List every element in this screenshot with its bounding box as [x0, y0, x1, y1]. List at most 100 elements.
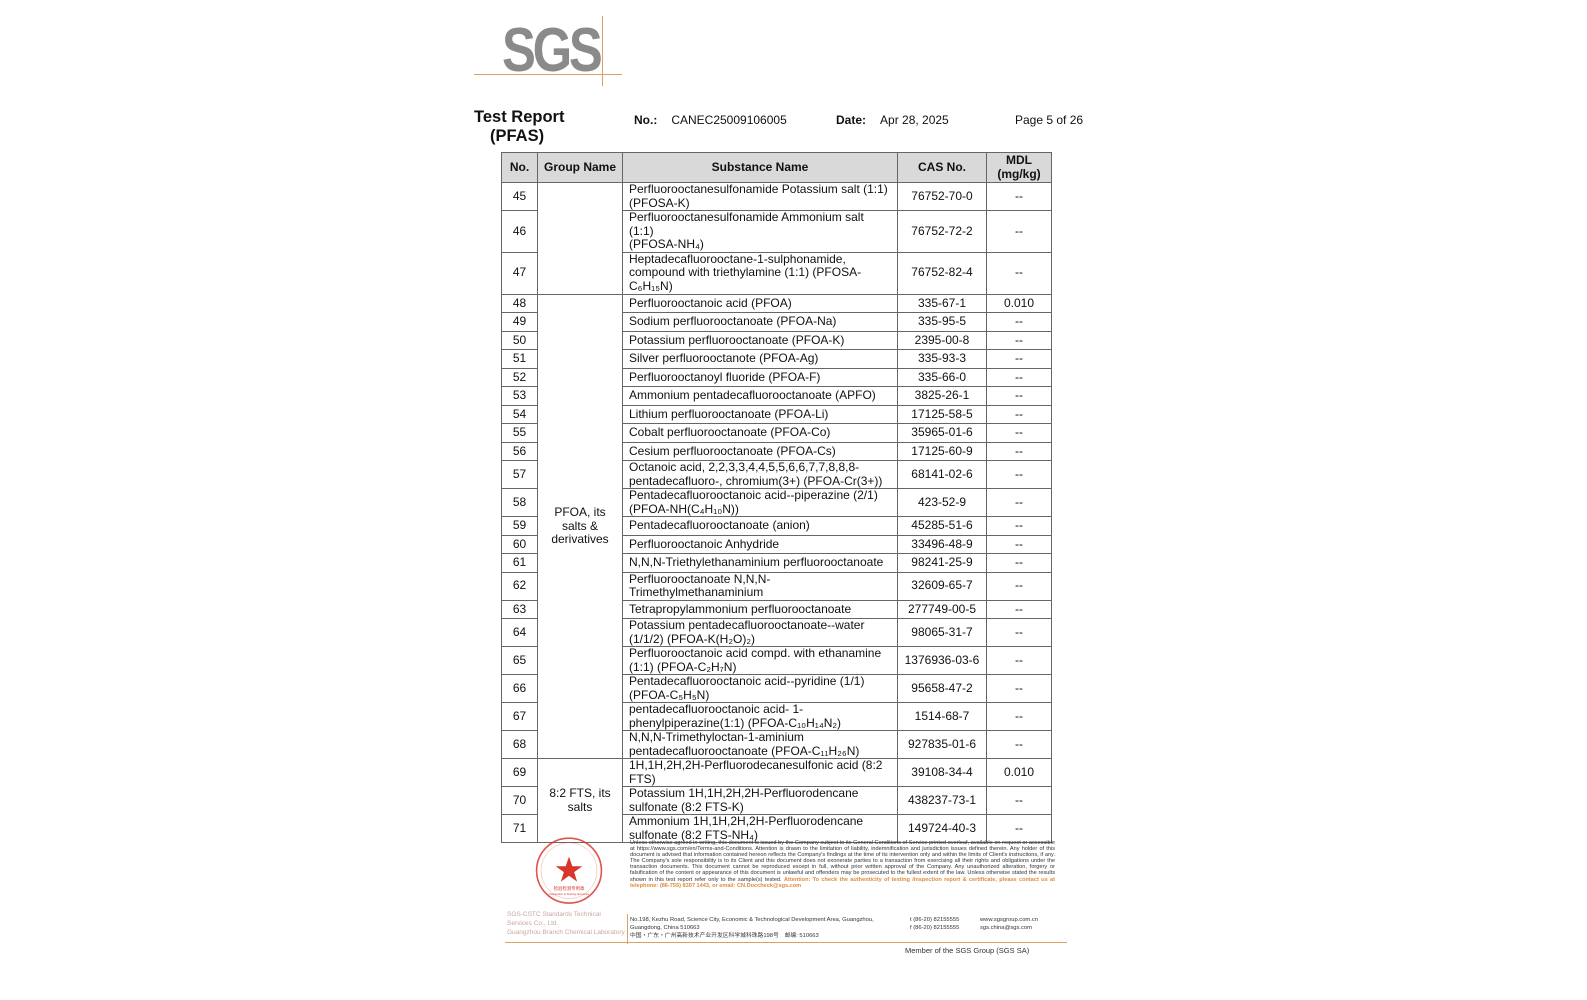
sgs-logo: SGS: [474, 14, 624, 88]
table-row: 69 8:2 FTS, its salts 1H,1H,2H,2H-Perfluor…: [501, 758, 1052, 843]
results-table: No. Group Name Substance Name CAS No. MD…: [501, 152, 1052, 843]
cas-number: 35965-01-6: [897, 423, 987, 443]
mdl-value: --: [986, 814, 1052, 843]
logo-text: SGS: [502, 16, 603, 85]
cas-number: 32609-65-7: [897, 571, 987, 601]
mdl-value: --: [986, 386, 1052, 406]
cas-number: 17125-58-5: [897, 404, 987, 424]
group-name: [537, 182, 623, 295]
row-number: 59: [501, 516, 538, 536]
row-number: 61: [501, 553, 538, 573]
group-name: 8:2 FTS, its salts: [537, 758, 623, 843]
group-name: PFOA, its salts & derivatives: [537, 293, 623, 759]
footer-divider-horizontal: [505, 942, 1067, 943]
cas-number: 33496-48-9: [897, 534, 987, 554]
cas-number: 76752-72-2: [897, 210, 987, 253]
mdl-value: 0.010: [986, 293, 1052, 313]
mdl-value: --: [986, 702, 1052, 731]
cas-number: 95658-47-2: [897, 674, 987, 703]
report-number-label: No.:: [634, 113, 658, 127]
mdl-value: --: [986, 646, 1052, 675]
mdl-value: --: [986, 786, 1052, 815]
report-date-value: Apr 28, 2025: [880, 113, 949, 127]
mdl-value: --: [986, 599, 1052, 619]
row-number: 56: [501, 441, 538, 461]
substance-name: Perfluorooctanoic Anhydride: [622, 534, 898, 554]
report-number: No.: CANEC25009106005: [634, 113, 787, 127]
cas-number: 68141-02-6: [897, 460, 987, 489]
report-subtitle: (PFAS): [490, 127, 545, 145]
substance-name: Ammonium pentadecafluorooctanoate (APFO): [622, 386, 898, 406]
substance-name: Ammonium 1H,1H,2H,2H-Perfluorodencane su…: [622, 814, 898, 843]
substance-name: Perfluorooctanoic acid (PFOA): [622, 293, 898, 313]
row-number: 64: [501, 618, 538, 647]
mdl-value: --: [986, 618, 1052, 647]
mdl-value: --: [986, 516, 1052, 536]
cas-number: 423-52-9: [897, 488, 987, 517]
cas-number: 17125-60-9: [897, 441, 987, 461]
mdl-value: --: [986, 404, 1052, 424]
mdl-value: --: [986, 553, 1052, 573]
cas-number: 277749-00-5: [897, 599, 987, 619]
column-header-substance: Substance Name: [622, 152, 898, 183]
company-seal-icon: 检验检测专用章 Inspection & Testing Services: [535, 837, 603, 904]
cas-number: 2395-00-8: [897, 330, 987, 350]
column-header-mdl: MDL (mg/kg): [986, 152, 1052, 183]
cas-number: 1376936-03-6: [897, 646, 987, 675]
table-row: 64 Potassium pentadecafluorooctanoate--wa…: [501, 618, 1052, 647]
page-number: Page 5 of 26: [1015, 113, 1084, 127]
cas-number: 149724-40-3: [897, 814, 987, 843]
column-header-group: Group Name: [537, 152, 623, 183]
substance-name: Potassium pentadecafluorooctanoate--wate…: [622, 618, 898, 647]
substance-name: pentadecafluorooctanoic acid- 1- phenylp…: [622, 702, 898, 731]
logo-line-vertical: [602, 16, 603, 86]
table-body: 45 Perfluorooctanesulfonamide Potassium s…: [501, 182, 1052, 843]
disclaimer: Unless otherwise agreed in writing, this…: [630, 840, 1055, 889]
substance-name: Pentadecafluorooctanoic acid--piperazine…: [622, 488, 898, 517]
row-number: 66: [501, 674, 538, 703]
cas-number: 335-93-3: [897, 349, 987, 369]
row-number: 67: [501, 702, 538, 731]
column-header-cas: CAS No.: [897, 152, 987, 183]
mdl-value: --: [986, 423, 1052, 443]
row-number: 52: [501, 367, 538, 387]
column-header-no: No.: [501, 152, 538, 183]
mdl-value: --: [986, 330, 1052, 350]
substance-name: N,N,N-Trimethyloctan-1-aminium pentadeca…: [622, 730, 898, 759]
substance-name: Silver perfluorooctanote (PFOA-Ag): [622, 349, 898, 369]
row-number: 55: [501, 423, 538, 443]
svg-text:Inspection & Testing Services: Inspection & Testing Services: [549, 892, 590, 896]
cas-number: 438237-73-1: [897, 786, 987, 815]
table-row: 63 Tetrapropylammonium perfluorooctanoate…: [501, 599, 1052, 619]
svg-text:检验检测专用章: 检验检测专用章: [554, 885, 585, 892]
member-notice: Member of the SGS Group (SGS SA): [905, 946, 1030, 955]
substance-name: Tetrapropylammonium perfluorooctanoate: [622, 599, 898, 619]
cas-number: 76752-70-0: [897, 182, 987, 211]
substance-name: Cesium perfluorooctanoate (PFOA-Cs): [622, 441, 898, 461]
cas-number: 335-95-5: [897, 312, 987, 332]
row-number: 49: [501, 312, 538, 332]
table-row: 47 Heptadecafluorooctane-1-sulphonamide, …: [501, 251, 1052, 295]
table-row: 66 Pentadecafluorooctanoic acid--pyridine…: [501, 674, 1052, 703]
row-number: 68: [501, 730, 538, 759]
mdl-value: --: [986, 674, 1052, 703]
table-row: 46 Perfluorooctanesulfonamide Ammonium sa…: [501, 210, 1052, 253]
mdl-value: 0.010: [986, 758, 1052, 787]
row-number: 46: [501, 210, 538, 253]
cas-number: 98241-25-9: [897, 553, 987, 573]
mdl-value: --: [986, 534, 1052, 554]
mdl-value: --: [986, 460, 1052, 489]
cas-number: 927835-01-6: [897, 730, 987, 759]
row-number: 57: [501, 460, 538, 489]
table-header-row: No. Group Name Substance Name CAS No. MD…: [501, 152, 1052, 183]
company-phone: t (86-20) 82155555 f (86-20) 82155555: [910, 917, 960, 931]
mdl-value: --: [986, 730, 1052, 759]
logo-line-horizontal: [474, 74, 622, 75]
report-title: Test Report (PFAS): [474, 108, 564, 146]
substance-name: Perfluorooctanesulfonamide Potassium sal…: [622, 182, 898, 211]
mdl-value: --: [986, 488, 1052, 517]
row-number: 53: [501, 386, 538, 406]
company-address: No.198, Kezhu Road, Science City, Econom…: [630, 917, 874, 939]
company-web: www.sgsgroup.com.cn sgs.china@sgs.com: [980, 917, 1038, 931]
row-number: 69: [501, 758, 538, 787]
